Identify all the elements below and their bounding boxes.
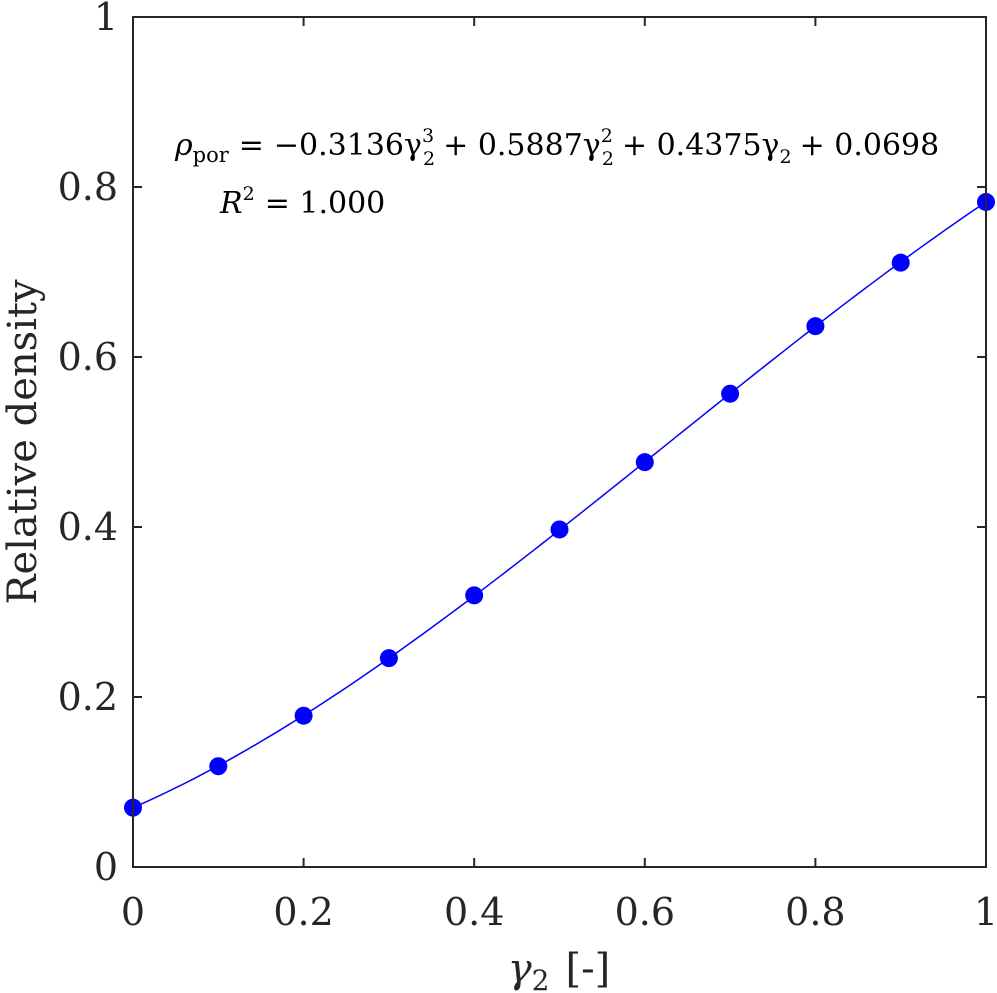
plot-area bbox=[133, 17, 986, 867]
equation-term-2-sup: 2 bbox=[601, 125, 613, 147]
equation-term-1: −0.3136γ bbox=[274, 128, 422, 163]
data-points bbox=[124, 192, 995, 817]
x-tick-label: 0.2 bbox=[273, 890, 333, 934]
data-point bbox=[891, 253, 910, 272]
equation-term-4: + 0.0698 bbox=[800, 128, 940, 163]
equation-term-2: + 0.5887γ bbox=[443, 128, 601, 163]
fit-equation: ρpor = −0.3136γ3 2 + 0.5887γ2 2 + 0.4375γ2 + 0.… bbox=[174, 125, 939, 170]
x-tick-label: 0.8 bbox=[785, 890, 845, 934]
x-axis-label: γ2 [-] bbox=[508, 946, 610, 993]
x-axis-unit: [-] bbox=[566, 946, 611, 992]
x-axis-subscript: 2 bbox=[532, 964, 550, 993]
equation-term-1-sup: 3 bbox=[422, 125, 434, 147]
data-point bbox=[550, 520, 569, 539]
x-tick-label: 0.4 bbox=[444, 890, 504, 934]
equation-lhs-subscript: por bbox=[193, 143, 230, 167]
equation-term-2-sub: 2 bbox=[602, 148, 614, 170]
data-point bbox=[806, 317, 825, 336]
y-tick-label: 0.2 bbox=[58, 675, 118, 719]
data-point bbox=[465, 586, 484, 605]
equation-term-1-sub: 2 bbox=[423, 148, 435, 170]
r-squared-sup: 2 bbox=[243, 183, 255, 205]
equation-term-3: + 0.4375γ bbox=[622, 128, 780, 163]
x-tick-label: 0 bbox=[121, 890, 145, 934]
data-point bbox=[294, 706, 313, 725]
r-squared-symbol: R bbox=[219, 186, 243, 221]
r-squared: R2 = 1.000 bbox=[219, 183, 385, 221]
x-axis-symbol: γ bbox=[508, 946, 532, 992]
y-tick-label: 0.8 bbox=[58, 165, 118, 209]
y-tick-label: 1 bbox=[94, 0, 118, 39]
y-tick-label: 0.4 bbox=[58, 505, 118, 549]
data-point bbox=[209, 757, 228, 776]
x-tick-label: 0.6 bbox=[615, 890, 675, 934]
plot-frame bbox=[132, 16, 987, 868]
data-point bbox=[721, 384, 740, 403]
data-point bbox=[635, 453, 654, 472]
y-axis-label: Relative density bbox=[0, 279, 46, 605]
x-tick-label: 1 bbox=[974, 890, 997, 934]
y-tick-label: 0 bbox=[94, 845, 118, 889]
equation-lhs: ρ bbox=[174, 128, 193, 163]
equation-term-3-sub: 2 bbox=[779, 146, 791, 168]
tick-labels: 0 0.2 0.4 0.6 0.8 1 0 0.2 0.4 0.6 0.8 1 bbox=[58, 0, 997, 934]
equation-equals: = bbox=[239, 128, 264, 163]
y-tick-label: 0.6 bbox=[58, 335, 118, 379]
r-squared-value: = 1.000 bbox=[265, 186, 386, 221]
data-point bbox=[379, 649, 398, 668]
